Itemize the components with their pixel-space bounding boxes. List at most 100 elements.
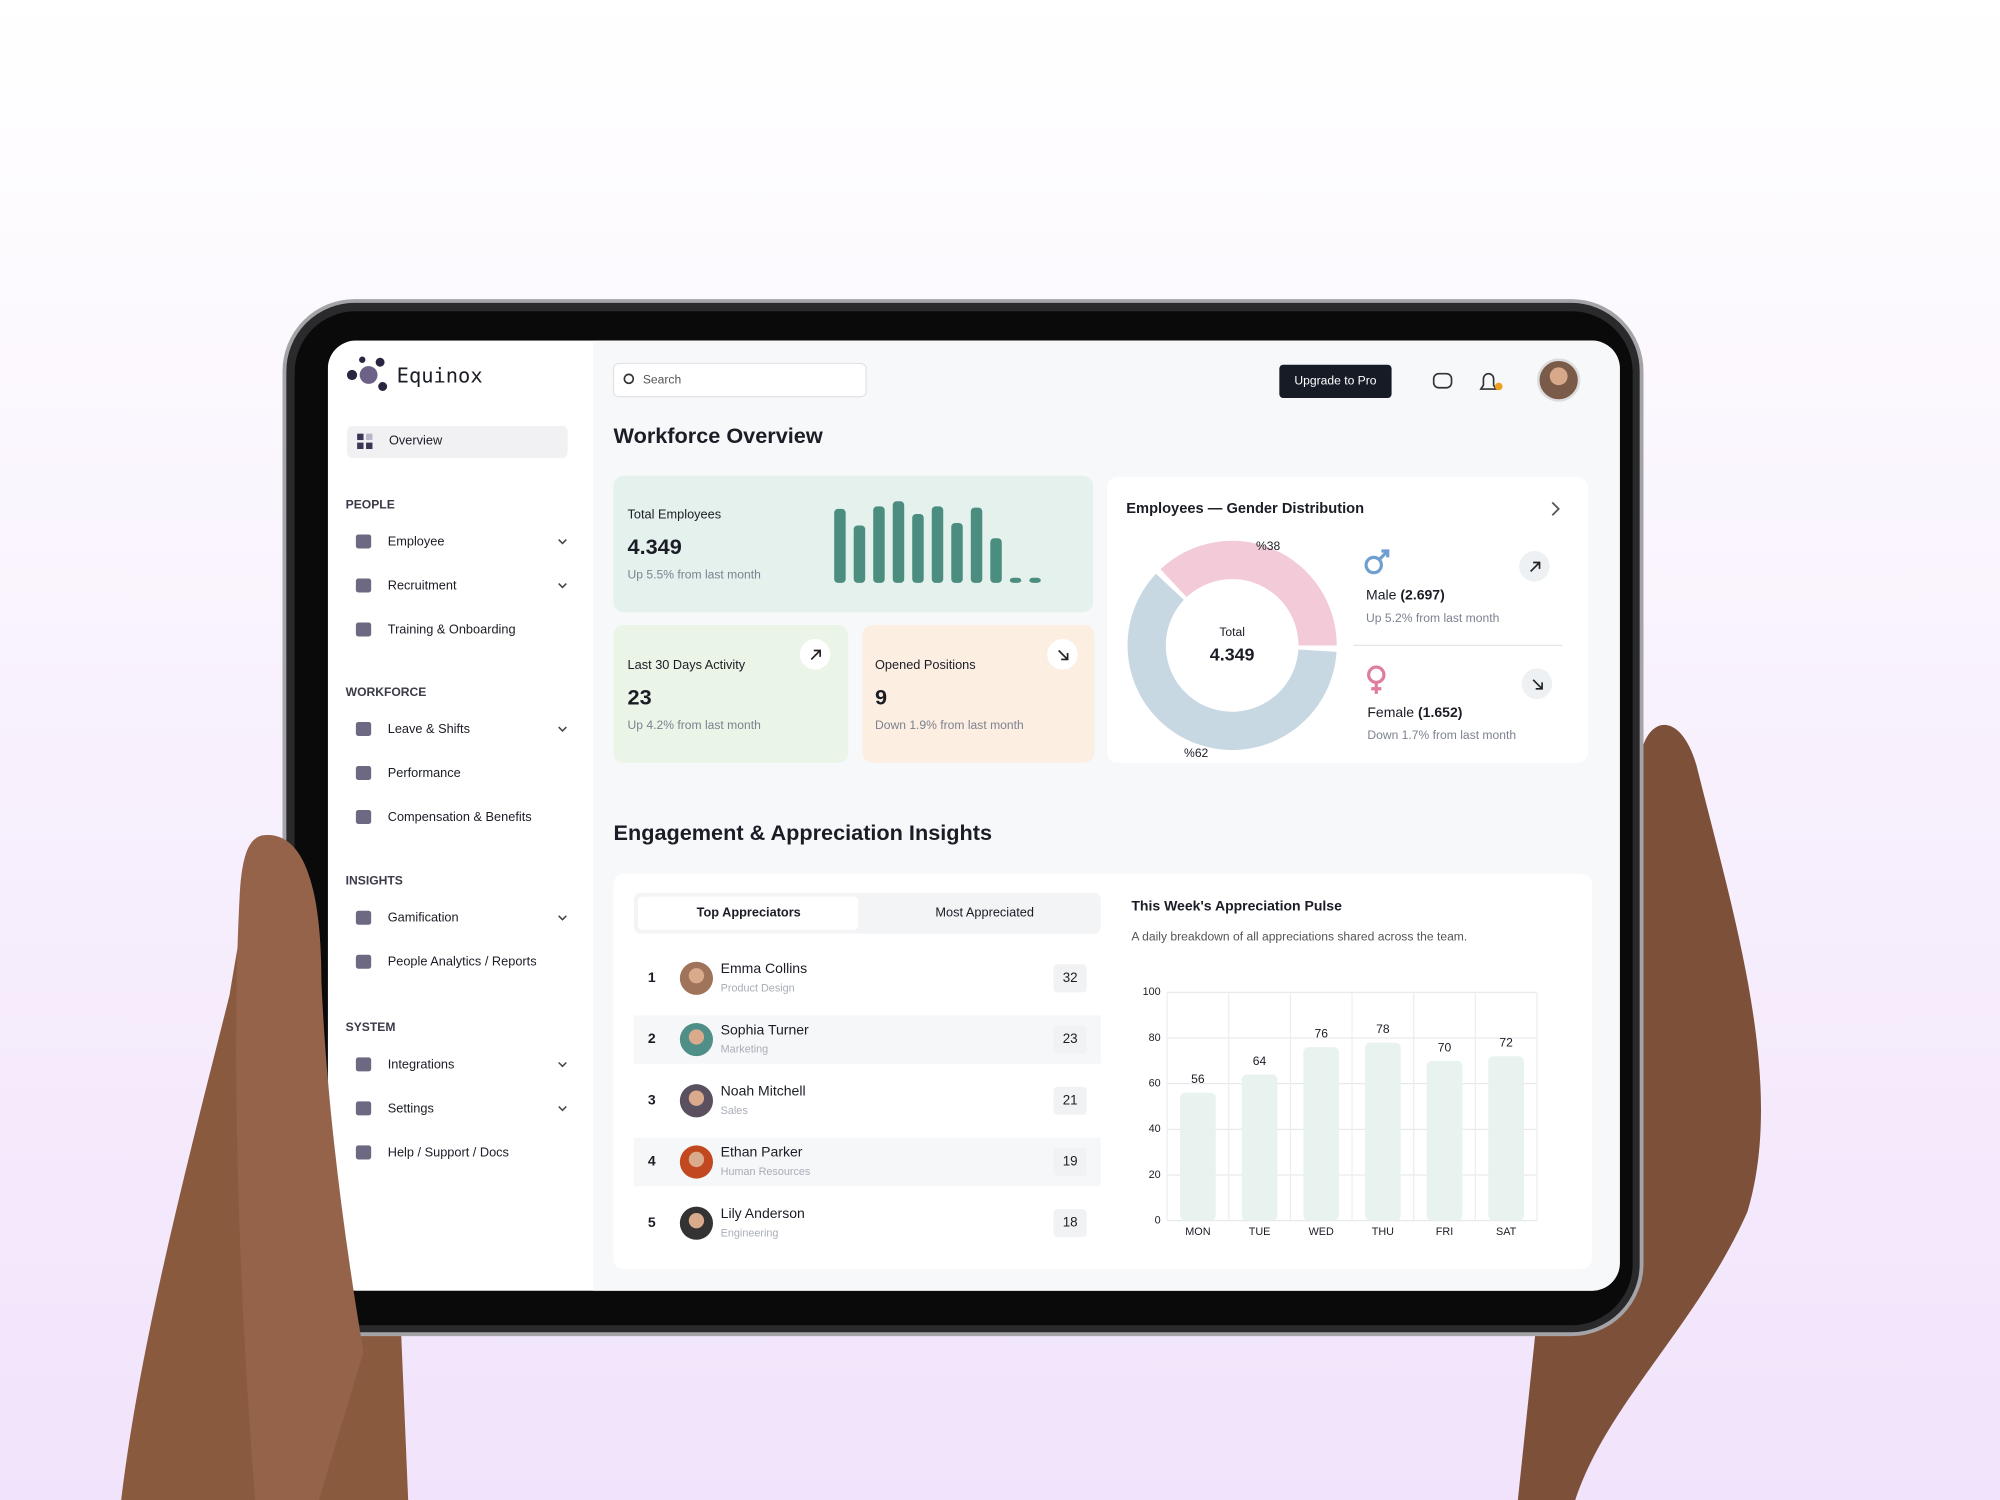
nav-label[interactable]: Help / Support / Docs	[388, 1144, 509, 1159]
sparkline-bar	[970, 507, 983, 583]
rank: 5	[648, 1214, 656, 1230]
donut-segment	[1160, 540, 1337, 646]
nav-label[interactable]: Performance	[388, 765, 461, 780]
person-dept: Sales	[721, 1105, 749, 1117]
donut-segment	[1127, 573, 1337, 750]
person-name: Noah Mitchell	[721, 1083, 806, 1099]
upgrade-button[interactable]	[1279, 364, 1392, 398]
count: 23	[1063, 1031, 1078, 1046]
nav-label[interactable]: People Analytics / Reports	[388, 954, 537, 969]
section-title: Workforce Overview	[614, 423, 823, 448]
arrow-button[interactable]	[1519, 551, 1550, 582]
chevron[interactable]	[558, 538, 567, 545]
bar	[1365, 1042, 1401, 1221]
card	[862, 625, 1095, 763]
value-label: 56	[1191, 1072, 1205, 1086]
nav-section: INSIGHTS	[346, 874, 403, 888]
x-tick-label: TUE	[1249, 1226, 1271, 1238]
male-icon	[1364, 549, 1390, 575]
nav-icon	[355, 809, 372, 824]
y-tick-label: 60	[1149, 1078, 1161, 1090]
logo	[346, 356, 388, 391]
arrow-button[interactable]	[799, 639, 831, 670]
sparkline-bar	[951, 522, 963, 583]
count-box	[1053, 1086, 1087, 1115]
bar	[1241, 1074, 1278, 1221]
tab[interactable]: Top Appreciators	[697, 905, 801, 920]
nav-label[interactable]: Integrations	[388, 1056, 455, 1071]
value-label: 70	[1438, 1040, 1452, 1054]
chevron[interactable]	[558, 915, 567, 921]
nav-icon	[355, 1101, 372, 1116]
y-tick-label: 20	[1149, 1169, 1161, 1181]
avatar-face	[688, 1029, 705, 1045]
value-label: 64	[1253, 1054, 1267, 1068]
brand: Equinox	[397, 363, 483, 387]
search-icon	[623, 373, 635, 385]
nav-icon	[355, 1145, 372, 1160]
count-box	[1053, 1147, 1087, 1177]
donut-center-value: 4.349	[1210, 644, 1255, 664]
bar	[1488, 1056, 1525, 1221]
search-box[interactable]	[612, 362, 867, 398]
card-value: 9	[875, 685, 887, 710]
nav-section: WORKFORCE	[346, 685, 427, 699]
person-dept: Human Resources	[721, 1166, 811, 1178]
nav-icon	[355, 578, 372, 593]
gender-change: Up 5.2% from last month	[1366, 611, 1499, 625]
chart-subtitle: A daily breakdown of all appreciations s…	[1131, 930, 1467, 944]
card-value: 4.349	[628, 534, 682, 559]
person-dept: Product Design	[721, 982, 795, 994]
card	[613, 475, 1094, 613]
person-name: Ethan Parker	[721, 1144, 803, 1160]
person-name: Lily Anderson	[721, 1205, 805, 1221]
sparkline-bar	[873, 506, 885, 583]
tab[interactable]: Most Appreciated	[935, 905, 1034, 920]
nav-icon	[355, 721, 372, 736]
avatar-face	[688, 1151, 705, 1168]
nav-label[interactable]: Leave & Shifts	[388, 721, 470, 736]
nav-label[interactable]: Overview	[389, 433, 443, 448]
count: 19	[1063, 1154, 1078, 1169]
nav-icon	[355, 954, 372, 969]
chat-icon[interactable]	[1432, 372, 1453, 389]
donut-label: %62	[1184, 746, 1209, 760]
chevron[interactable]	[558, 583, 567, 589]
nav-label[interactable]: Training & Onboarding	[388, 621, 516, 636]
gender-label: Female (1.652)	[1367, 704, 1462, 720]
search-placeholder[interactable]: Search	[643, 372, 681, 386]
donut-label: %38	[1256, 539, 1281, 553]
card-label: Last 30 Days Activity	[628, 657, 746, 672]
person-name: Emma Collins	[721, 960, 807, 976]
nav-label[interactable]: Recruitment	[388, 577, 457, 592]
gender-label: Male (2.697)	[1366, 586, 1445, 602]
gender-count: (2.697)	[1400, 586, 1444, 602]
x-tick-label: FRI	[1436, 1226, 1453, 1238]
bell-icon[interactable]	[1479, 372, 1498, 390]
nav-label[interactable]: Gamification	[388, 910, 459, 925]
tab-active[interactable]	[637, 896, 859, 930]
nav-section: SYSTEM	[346, 1020, 396, 1034]
chevron[interactable]	[558, 1105, 567, 1112]
upgrade-label[interactable]: Upgrade to Pro	[1294, 374, 1376, 388]
nav-label[interactable]: Employee	[388, 533, 445, 548]
chevron[interactable]	[558, 726, 567, 732]
nav-label[interactable]: Compensation & Benefits	[388, 809, 532, 824]
sparkline-bar	[1009, 577, 1022, 583]
chevron[interactable]	[1551, 501, 1560, 516]
count-box	[1053, 964, 1087, 993]
nav-active[interactable]	[346, 426, 568, 458]
rank: 4	[648, 1153, 656, 1169]
card-change: Down 1.9% from last month	[875, 718, 1024, 732]
count: 18	[1063, 1215, 1078, 1230]
gender-change: Down 1.7% from last month	[1367, 728, 1516, 742]
bar	[1303, 1047, 1340, 1221]
rank: 3	[648, 1091, 656, 1107]
chevron[interactable]	[558, 1061, 567, 1068]
person-name: Sophia Turner	[721, 1021, 809, 1037]
x-tick-label: SAT	[1496, 1226, 1517, 1238]
count-box	[1053, 1209, 1087, 1238]
avatar-face	[688, 1213, 705, 1229]
avatar-face	[688, 968, 705, 984]
nav-label[interactable]: Settings	[388, 1100, 434, 1115]
